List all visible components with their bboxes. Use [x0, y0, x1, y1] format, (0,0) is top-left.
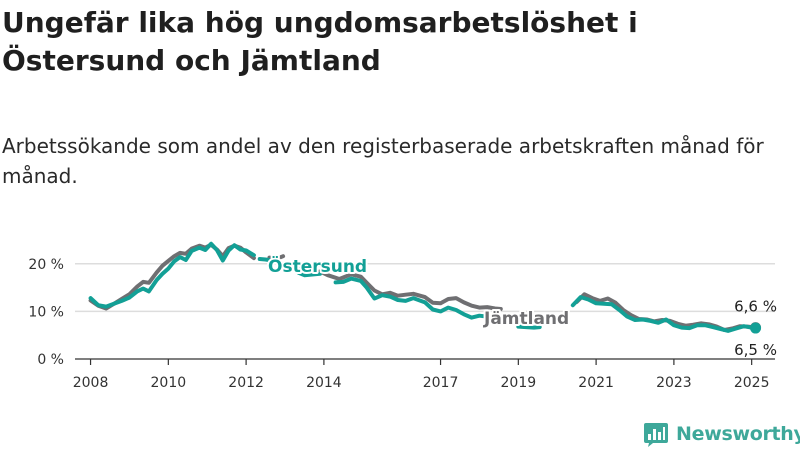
- label-layer: 6,6 % 6,5 % Östersund Jämtland: [266, 253, 777, 359]
- x-tick-label: 2017: [423, 375, 459, 391]
- y-tick-label: 20 %: [28, 257, 64, 273]
- series-line-ostersund-segment-3: [333, 276, 497, 320]
- x-tick-label: 2008: [73, 375, 109, 391]
- series-line-ostersund-segment-2: [296, 270, 322, 278]
- x-tick-label: 2023: [656, 375, 692, 391]
- chart-subtitle: Arbetssökande som andel av den registerb…: [2, 134, 764, 188]
- grid-layer: [75, 263, 775, 360]
- newsworthy-logo[interactable]: Newsworthy: [643, 419, 800, 449]
- series-line-jamtland-segment-2: [298, 266, 503, 311]
- chart-title: Ungefär lika hög ungdomsarbetslöshet i Ö…: [2, 6, 638, 77]
- x-tick-label: 2019: [501, 375, 537, 391]
- x-tick-label: 2012: [228, 375, 264, 391]
- x-axis: 0 % 10 % 20 % 2008 2010 2012 2014 2017 2019 2021 2…: [28, 257, 769, 391]
- series-line-ostersund-segment-4: [516, 324, 542, 330]
- x-tick-label: 2014: [306, 375, 342, 391]
- series-layer: [88, 241, 762, 334]
- y-tick-label: 0 %: [37, 352, 64, 368]
- series-line-jamtland-segment-0: [88, 242, 256, 311]
- series-line-ostersund-segment-1: [257, 257, 276, 263]
- end-point-ostersund: [750, 322, 762, 334]
- x-tick-label: 2025: [734, 375, 770, 391]
- end-label-jamtland: 6,6 %: [734, 298, 777, 316]
- x-tick-label: 2021: [578, 375, 614, 391]
- y-tick-label: 10 %: [28, 304, 64, 320]
- series-line-ostersund-segment-0: [88, 241, 256, 309]
- bar-chart-icon: [644, 423, 668, 447]
- series-label-ostersund: Östersund: [268, 255, 367, 277]
- end-label-ostersund: 6,5 %: [734, 341, 777, 359]
- series-line-ostersund-segment-5: [570, 295, 758, 333]
- brand-name: Newsworthy: [676, 423, 800, 445]
- series-line-jamtland-segment-1: [267, 254, 286, 261]
- x-tick-label: 2010: [151, 375, 187, 391]
- series-label-jamtland: Jämtland: [483, 309, 569, 329]
